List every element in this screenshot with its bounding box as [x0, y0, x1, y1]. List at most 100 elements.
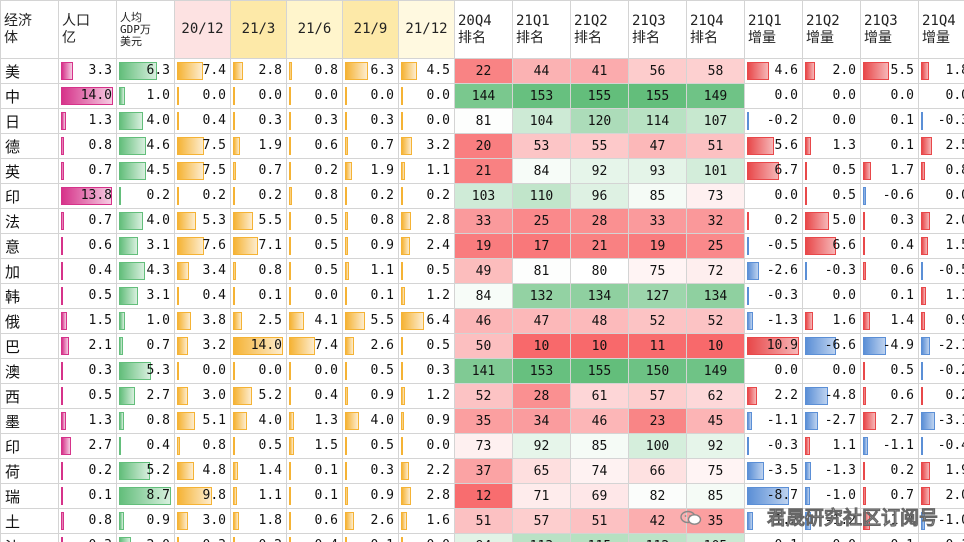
rate-cell[interactable]: 0.7 — [230, 158, 287, 184]
increment-cell[interactable]: 6.6 — [802, 233, 861, 259]
region-cell[interactable]: 西 — [0, 383, 59, 409]
rank-cell[interactable]: 35 — [454, 408, 513, 434]
rank-cell[interactable]: 12 — [454, 483, 513, 509]
header-rank-20q4[interactable]: 20Q4 排名 — [454, 0, 513, 59]
region-cell[interactable]: 德 — [0, 133, 59, 159]
rank-cell[interactable]: 21 — [454, 158, 513, 184]
region-cell[interactable]: 美 — [0, 58, 59, 84]
increment-cell[interactable]: 1.5 — [918, 233, 964, 259]
increment-cell[interactable]: 2.0 — [918, 208, 964, 234]
rank-cell[interactable]: 85 — [686, 483, 745, 509]
increment-cell[interactable]: 1.1 — [802, 433, 861, 459]
rate-cell[interactable]: 7.5 — [174, 133, 231, 159]
rank-cell[interactable]: 66 — [628, 458, 687, 484]
increment-cell[interactable]: 0.0 — [918, 83, 964, 109]
increment-cell[interactable]: 0.0 — [802, 83, 861, 109]
rate-cell[interactable]: 0.3 — [286, 108, 343, 134]
increment-cell[interactable]: -0.4 — [918, 433, 964, 459]
gdp-cell[interactable]: 3.1 — [116, 233, 175, 259]
increment-cell[interactable]: -0.3 — [918, 108, 964, 134]
rate-cell[interactable]: 0.0 — [286, 83, 343, 109]
increment-cell[interactable]: 1.7 — [860, 158, 919, 184]
rate-cell[interactable]: 0.1 — [286, 458, 343, 484]
rate-cell[interactable]: 0.4 — [286, 383, 343, 409]
rate-cell[interactable]: 0.0 — [286, 283, 343, 309]
rate-cell[interactable]: 0.2 — [398, 183, 455, 209]
rate-cell[interactable]: 0.3 — [230, 108, 287, 134]
increment-cell[interactable]: 1.3 — [802, 133, 861, 159]
rank-cell[interactable]: 92 — [512, 433, 571, 459]
rate-cell[interactable]: 0.9 — [342, 233, 399, 259]
population-cell[interactable]: 1.3 — [58, 108, 117, 134]
rank-cell[interactable]: 82 — [628, 483, 687, 509]
increment-cell[interactable]: -0.5 — [918, 258, 964, 284]
rank-cell[interactable]: 53 — [512, 133, 571, 159]
header-rank-21q1[interactable]: 21Q1 排名 — [512, 0, 571, 59]
increment-cell[interactable]: 0.1 — [860, 108, 919, 134]
rank-cell[interactable]: 25 — [686, 233, 745, 259]
increment-cell[interactable]: -0.3 — [744, 433, 803, 459]
population-cell[interactable]: 0.7 — [58, 208, 117, 234]
rank-cell[interactable]: 25 — [512, 208, 571, 234]
rate-cell[interactable]: 0.2 — [230, 183, 287, 209]
rate-cell[interactable]: 5.3 — [174, 208, 231, 234]
increment-cell[interactable]: 0.5 — [860, 358, 919, 384]
rate-cell[interactable]: 1.2 — [398, 383, 455, 409]
rank-cell[interactable]: 84 — [454, 283, 513, 309]
rate-cell[interactable]: 0.8 — [342, 208, 399, 234]
rate-cell[interactable]: 0.6 — [286, 508, 343, 534]
rank-cell[interactable]: 74 — [570, 458, 629, 484]
rate-cell[interactable]: 2.8 — [398, 483, 455, 509]
rate-cell[interactable]: 5.5 — [342, 308, 399, 334]
rank-cell[interactable]: 113 — [512, 533, 571, 542]
rank-cell[interactable]: 155 — [628, 83, 687, 109]
rank-cell[interactable]: 71 — [512, 483, 571, 509]
region-cell[interactable]: 加 — [0, 258, 59, 284]
increment-cell[interactable]: 0.9 — [918, 308, 964, 334]
rank-cell[interactable]: 47 — [512, 308, 571, 334]
rate-cell[interactable]: 2.6 — [342, 333, 399, 359]
rate-cell[interactable]: 2.6 — [342, 508, 399, 534]
rate-cell[interactable]: 4.8 — [174, 458, 231, 484]
rate-cell[interactable]: 7.4 — [174, 58, 231, 84]
rank-cell[interactable]: 134 — [686, 283, 745, 309]
rate-cell[interactable]: 4.0 — [230, 408, 287, 434]
increment-cell[interactable]: 0.8 — [918, 158, 964, 184]
increment-cell[interactable]: 4.6 — [744, 58, 803, 84]
population-cell[interactable]: 0.3 — [58, 533, 117, 542]
increment-cell[interactable]: 0.0 — [860, 83, 919, 109]
increment-cell[interactable]: 5.0 — [802, 208, 861, 234]
rate-cell[interactable]: 2.4 — [398, 233, 455, 259]
increment-cell[interactable]: 0.2 — [918, 383, 964, 409]
rank-cell[interactable]: 144 — [454, 83, 513, 109]
rate-cell[interactable]: 0.0 — [398, 108, 455, 134]
rank-cell[interactable]: 92 — [686, 433, 745, 459]
rank-cell[interactable]: 33 — [628, 208, 687, 234]
rate-cell[interactable]: 0.0 — [398, 83, 455, 109]
increment-cell[interactable]: -0.1 — [860, 533, 919, 542]
gdp-cell[interactable]: 1.0 — [116, 83, 175, 109]
gdp-cell[interactable]: 0.8 — [116, 408, 175, 434]
rate-cell[interactable]: 0.0 — [342, 83, 399, 109]
gdp-cell[interactable]: 1.0 — [116, 308, 175, 334]
gdp-cell[interactable]: 4.0 — [116, 208, 175, 234]
rank-cell[interactable]: 46 — [570, 408, 629, 434]
gdp-cell[interactable]: 4.0 — [116, 108, 175, 134]
increment-cell[interactable]: -3.1 — [918, 408, 964, 434]
rate-cell[interactable]: 0.1 — [286, 483, 343, 509]
header-rank-21q2[interactable]: 21Q2 排名 — [570, 0, 629, 59]
rate-cell[interactable]: 0.2 — [342, 183, 399, 209]
rate-cell[interactable]: 2.8 — [230, 58, 287, 84]
header-population[interactable]: 人口亿 — [58, 0, 117, 59]
gdp-cell[interactable]: 2.0 — [116, 533, 175, 542]
region-cell[interactable]: 印 — [0, 433, 59, 459]
rate-cell[interactable]: 0.6 — [286, 133, 343, 159]
increment-cell[interactable]: -4.9 — [860, 333, 919, 359]
rank-cell[interactable]: 75 — [686, 458, 745, 484]
gdp-cell[interactable]: 0.2 — [116, 183, 175, 209]
increment-cell[interactable]: 0.0 — [744, 183, 803, 209]
increment-cell[interactable]: -1.1 — [744, 408, 803, 434]
rank-cell[interactable]: 33 — [454, 208, 513, 234]
rank-cell[interactable]: 41 — [570, 58, 629, 84]
population-cell[interactable]: 1.3 — [58, 408, 117, 434]
